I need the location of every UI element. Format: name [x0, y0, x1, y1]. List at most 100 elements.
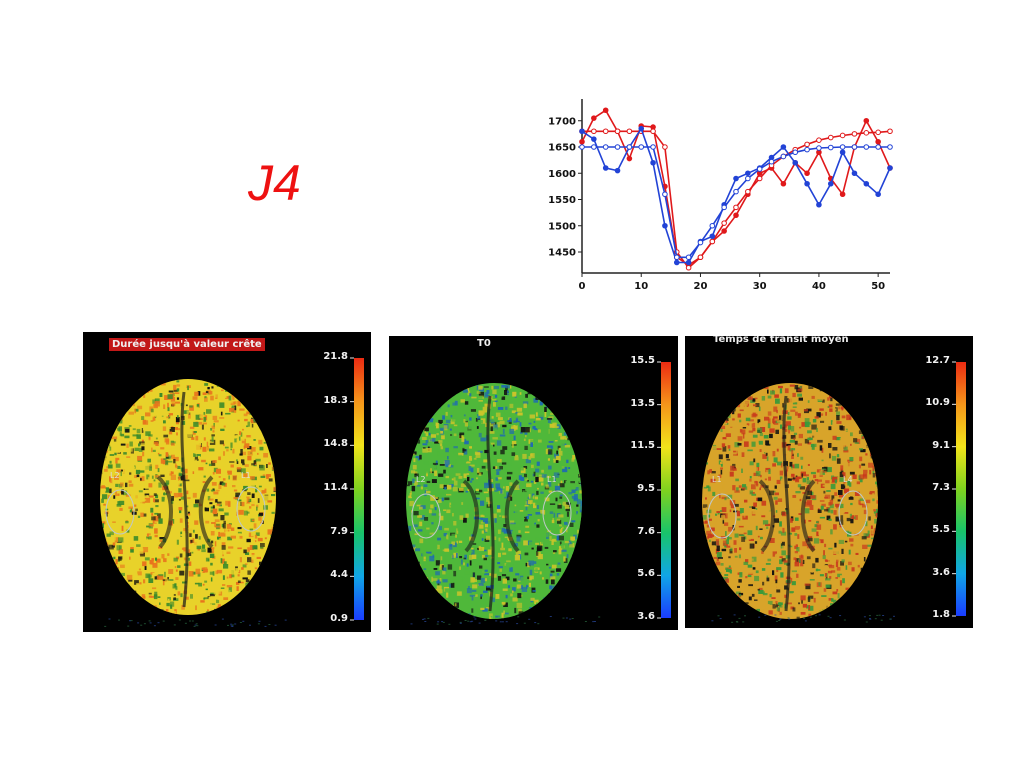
series-point-2: [591, 136, 597, 142]
series-point-3: [827, 144, 834, 151]
series-point-3: [721, 204, 727, 211]
roi-right-label: L4: [843, 475, 853, 484]
series-point-1: [685, 264, 692, 271]
series-point-3: [579, 144, 585, 150]
brain-map-mtt: Temps de transit moyen L1 L4 12.7 10.9 9.1 7.…: [685, 336, 973, 628]
series-point-1: [839, 132, 846, 139]
series-point-3: [756, 166, 763, 172]
y-tick-label: 1700: [548, 116, 576, 127]
scale-tick-label: 11.4: [323, 482, 348, 493]
roi-left-label: L2: [416, 475, 426, 484]
scale-tick-label: 21.8: [323, 351, 348, 362]
series-point-3: [673, 254, 680, 261]
series-point-2: [851, 170, 858, 177]
series-point-0: [721, 228, 727, 234]
series-point-2: [887, 165, 893, 171]
roi-left-ellipse: [707, 493, 737, 539]
roi-left-label: L2: [110, 471, 120, 480]
series-point-1: [827, 134, 834, 141]
series-point-3: [816, 145, 822, 151]
panel-caption: T0: [477, 338, 491, 349]
series-point-2: [602, 165, 609, 171]
scale-tick-label: 3.6: [637, 611, 655, 622]
roi-left-ellipse: [411, 493, 441, 539]
series-point-3: [780, 153, 787, 160]
scale-tick-label: 4.4: [330, 569, 348, 581]
series-point-3: [887, 144, 893, 150]
series-point-3: [614, 144, 621, 150]
series-point-3: [685, 254, 692, 261]
series-point-0: [863, 117, 870, 124]
color-scale-bar: [354, 358, 364, 620]
x-tick-label: 0: [579, 281, 586, 292]
scale-tick-label: 7.3: [932, 482, 950, 493]
scale-tick-label: 5.5: [932, 524, 950, 536]
series-point-2: [733, 175, 739, 182]
series-point-3: [863, 144, 870, 150]
color-scale-bar: [661, 362, 671, 618]
series-point-3: [709, 222, 716, 229]
series-point-3: [804, 146, 810, 153]
scale-tick-label: 0.9: [330, 613, 348, 624]
series-point-2: [614, 167, 621, 174]
series-point-3: [875, 144, 881, 150]
roi-right-label: L1: [241, 471, 251, 480]
scale-tick-label: 7.9: [330, 525, 348, 537]
scale-tick-label: 18.3: [323, 394, 348, 406]
roi-left-ellipse: [105, 489, 135, 535]
series-point-2: [662, 222, 668, 229]
series-point-0: [733, 212, 739, 219]
series-point-0: [579, 138, 585, 145]
series-point-1: [756, 175, 763, 182]
series-point-2: [875, 191, 881, 198]
series-point-3: [591, 144, 597, 150]
x-tick-label: 30: [753, 281, 767, 292]
series-point-2: [792, 159, 799, 166]
series-point-3: [792, 149, 799, 156]
series-point-1: [614, 128, 621, 135]
roi-right-ellipse: [236, 486, 266, 532]
series-point-3: [626, 144, 633, 150]
x-tick-label: 50: [871, 281, 885, 292]
series-point-2: [863, 180, 870, 187]
series-point-3: [839, 144, 846, 150]
y-tick-label: 1600: [548, 169, 576, 180]
series-point-0: [626, 155, 633, 162]
signal-time-chart: 1700 1650 1600 1550 1500 1450 0 10 20 30 40 50: [548, 99, 893, 292]
scale-tick-label: 10.9: [925, 397, 950, 409]
scale-tick-label: 13.5: [630, 397, 655, 409]
roi-left-label: L1: [712, 475, 722, 484]
series-point-2: [579, 128, 585, 135]
panel-caption: Temps de transit moyen: [713, 336, 849, 345]
color-scale-bar: [956, 362, 966, 616]
scale-tick-label: 9.5: [637, 483, 655, 494]
brain-map-ttp: Durée jusqu'à valeur crête L2 L1 21.8 18.3 1…: [83, 332, 371, 632]
series-point-1: [721, 220, 727, 226]
series-point-0: [602, 107, 609, 114]
scale-tick-label: 7.6: [637, 525, 655, 537]
scale-tick-label: 12.7: [925, 355, 950, 366]
y-tick-label: 1450: [548, 248, 576, 259]
series-point-3: [745, 175, 751, 182]
x-tick-label: 40: [812, 281, 826, 292]
series-point-1: [602, 128, 609, 135]
scale-tick-label: 3.6: [932, 566, 950, 578]
roi-right-label: L1: [547, 475, 557, 484]
scale-tick-label: 5.6: [637, 568, 655, 580]
y-tick-label: 1550: [548, 195, 576, 206]
series-point-3: [602, 144, 609, 150]
series-point-2: [709, 233, 716, 240]
scale-tick-label: 1.8: [932, 609, 950, 620]
series-point-3: [638, 144, 645, 150]
series-point-3: [768, 158, 775, 165]
series-point-2: [780, 144, 787, 150]
series-point-1: [709, 238, 716, 245]
scale-tick-label: 15.5: [630, 355, 655, 366]
series-point-3: [733, 188, 739, 195]
roi-right-ellipse: [838, 490, 868, 536]
series-point-3: [662, 191, 668, 198]
scale-tick-label: 9.1: [932, 439, 950, 451]
series-point-2: [650, 159, 656, 166]
series-point-1: [591, 128, 597, 135]
series-point-1: [863, 130, 870, 136]
